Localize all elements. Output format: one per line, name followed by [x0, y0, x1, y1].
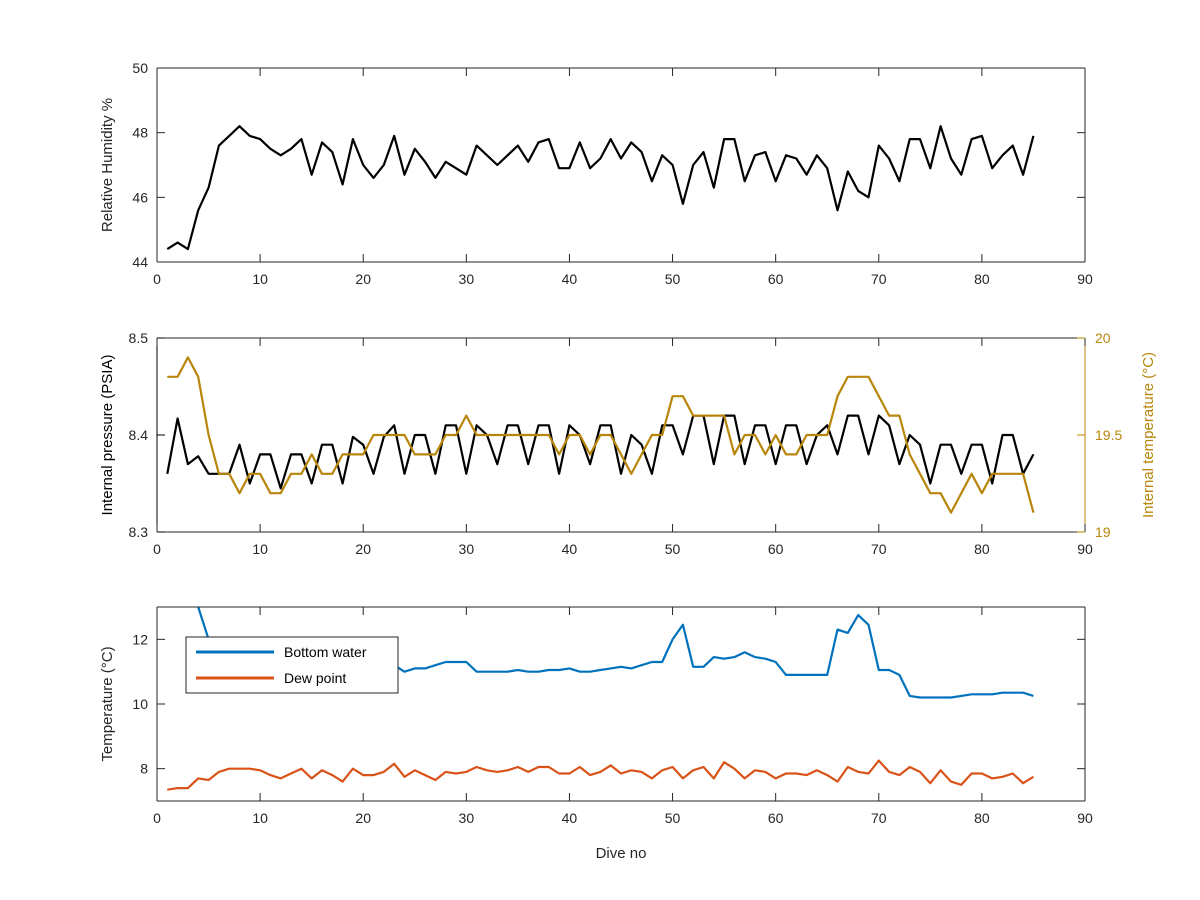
y-tick-label: 10	[132, 696, 148, 712]
x-tick-label: 80	[974, 810, 990, 826]
x-tick-label: 40	[562, 541, 578, 557]
y-tick-label: 50	[132, 60, 148, 76]
x-tick-label: 80	[974, 541, 990, 557]
y2-tick-label: 19.5	[1095, 427, 1122, 443]
x-tick-label: 10	[252, 810, 268, 826]
x-tick-label: 0	[153, 810, 161, 826]
x-tick-label: 30	[459, 271, 475, 287]
y2-tick-label: 19	[1095, 524, 1111, 540]
y-axis-label: Relative Humidity %	[99, 98, 116, 232]
series-0-line	[166, 414, 1035, 490]
x-tick-label: 20	[355, 271, 371, 287]
y-tick-label: 8.4	[129, 427, 149, 443]
x-tick-label: 40	[562, 810, 578, 826]
legend-entry: Bottom water	[284, 644, 367, 660]
x-tick-label: 20	[355, 810, 371, 826]
x-tick-label: 90	[1077, 271, 1093, 287]
x-tick-label: 10	[252, 541, 268, 557]
x-tick-label: 70	[871, 810, 887, 826]
series-1-line	[167, 356, 1035, 514]
x-tick-label: 50	[665, 271, 681, 287]
dew-point-line	[167, 759, 1034, 791]
y-tick-label: 48	[132, 125, 148, 141]
x-tick-label: 90	[1077, 541, 1093, 557]
x-axis-label: Dive no	[596, 845, 647, 862]
x-tick-label: 10	[252, 271, 268, 287]
x-tick-label: 60	[768, 271, 784, 287]
legend: Bottom water Dew point	[185, 636, 399, 694]
y-axis-label: Temperature (°C)	[99, 646, 116, 761]
pressure-temperature-panel: 0 10 20 30 40 50 60 70 80 90 8.3 8.4 8.5 19 19.5 20 Inte…	[99, 330, 1157, 557]
x-tick-label: 30	[459, 810, 475, 826]
y-tick-label: 8.5	[129, 330, 149, 346]
x-tick-label: 70	[871, 541, 887, 557]
y2-tick-label: 20	[1095, 330, 1111, 346]
x-tick-label: 60	[768, 541, 784, 557]
x-tick-label: 0	[153, 271, 161, 287]
x-tick-label: 90	[1077, 810, 1093, 826]
y-tick-label: 8	[140, 761, 148, 777]
humidity-panel: 0 10 20 30 40 50 60 70 80 90 44 46 48 50 Relative Humi…	[99, 60, 1093, 287]
series-0-line	[166, 125, 1035, 251]
y-tick-label: 12	[132, 631, 148, 647]
x-tick-label: 0	[153, 541, 161, 557]
x-tick-label: 20	[355, 541, 371, 557]
legend-box	[185, 636, 399, 694]
legend-entry: Dew point	[284, 670, 346, 686]
x-tick-label: 50	[665, 810, 681, 826]
temperature-panel: 0 10 20 30 40 50 60 70 80 90 8 10 12 Temperature (°C)…	[99, 606, 1093, 862]
x-tick-label: 80	[974, 271, 990, 287]
y-axis-label: Internal pressure (PSIA)	[99, 355, 116, 516]
x-tick-label: 30	[459, 541, 475, 557]
y-tick-label: 46	[132, 189, 148, 205]
y2-axis-label: Internal temperature (°C)	[1140, 352, 1157, 518]
y-tick-label: 8.3	[129, 524, 149, 540]
x-tick-label: 50	[665, 541, 681, 557]
x-tick-label: 60	[768, 810, 784, 826]
x-tick-label: 70	[871, 271, 887, 287]
y-tick-label: 44	[132, 254, 148, 270]
x-tick-label: 40	[562, 271, 578, 287]
